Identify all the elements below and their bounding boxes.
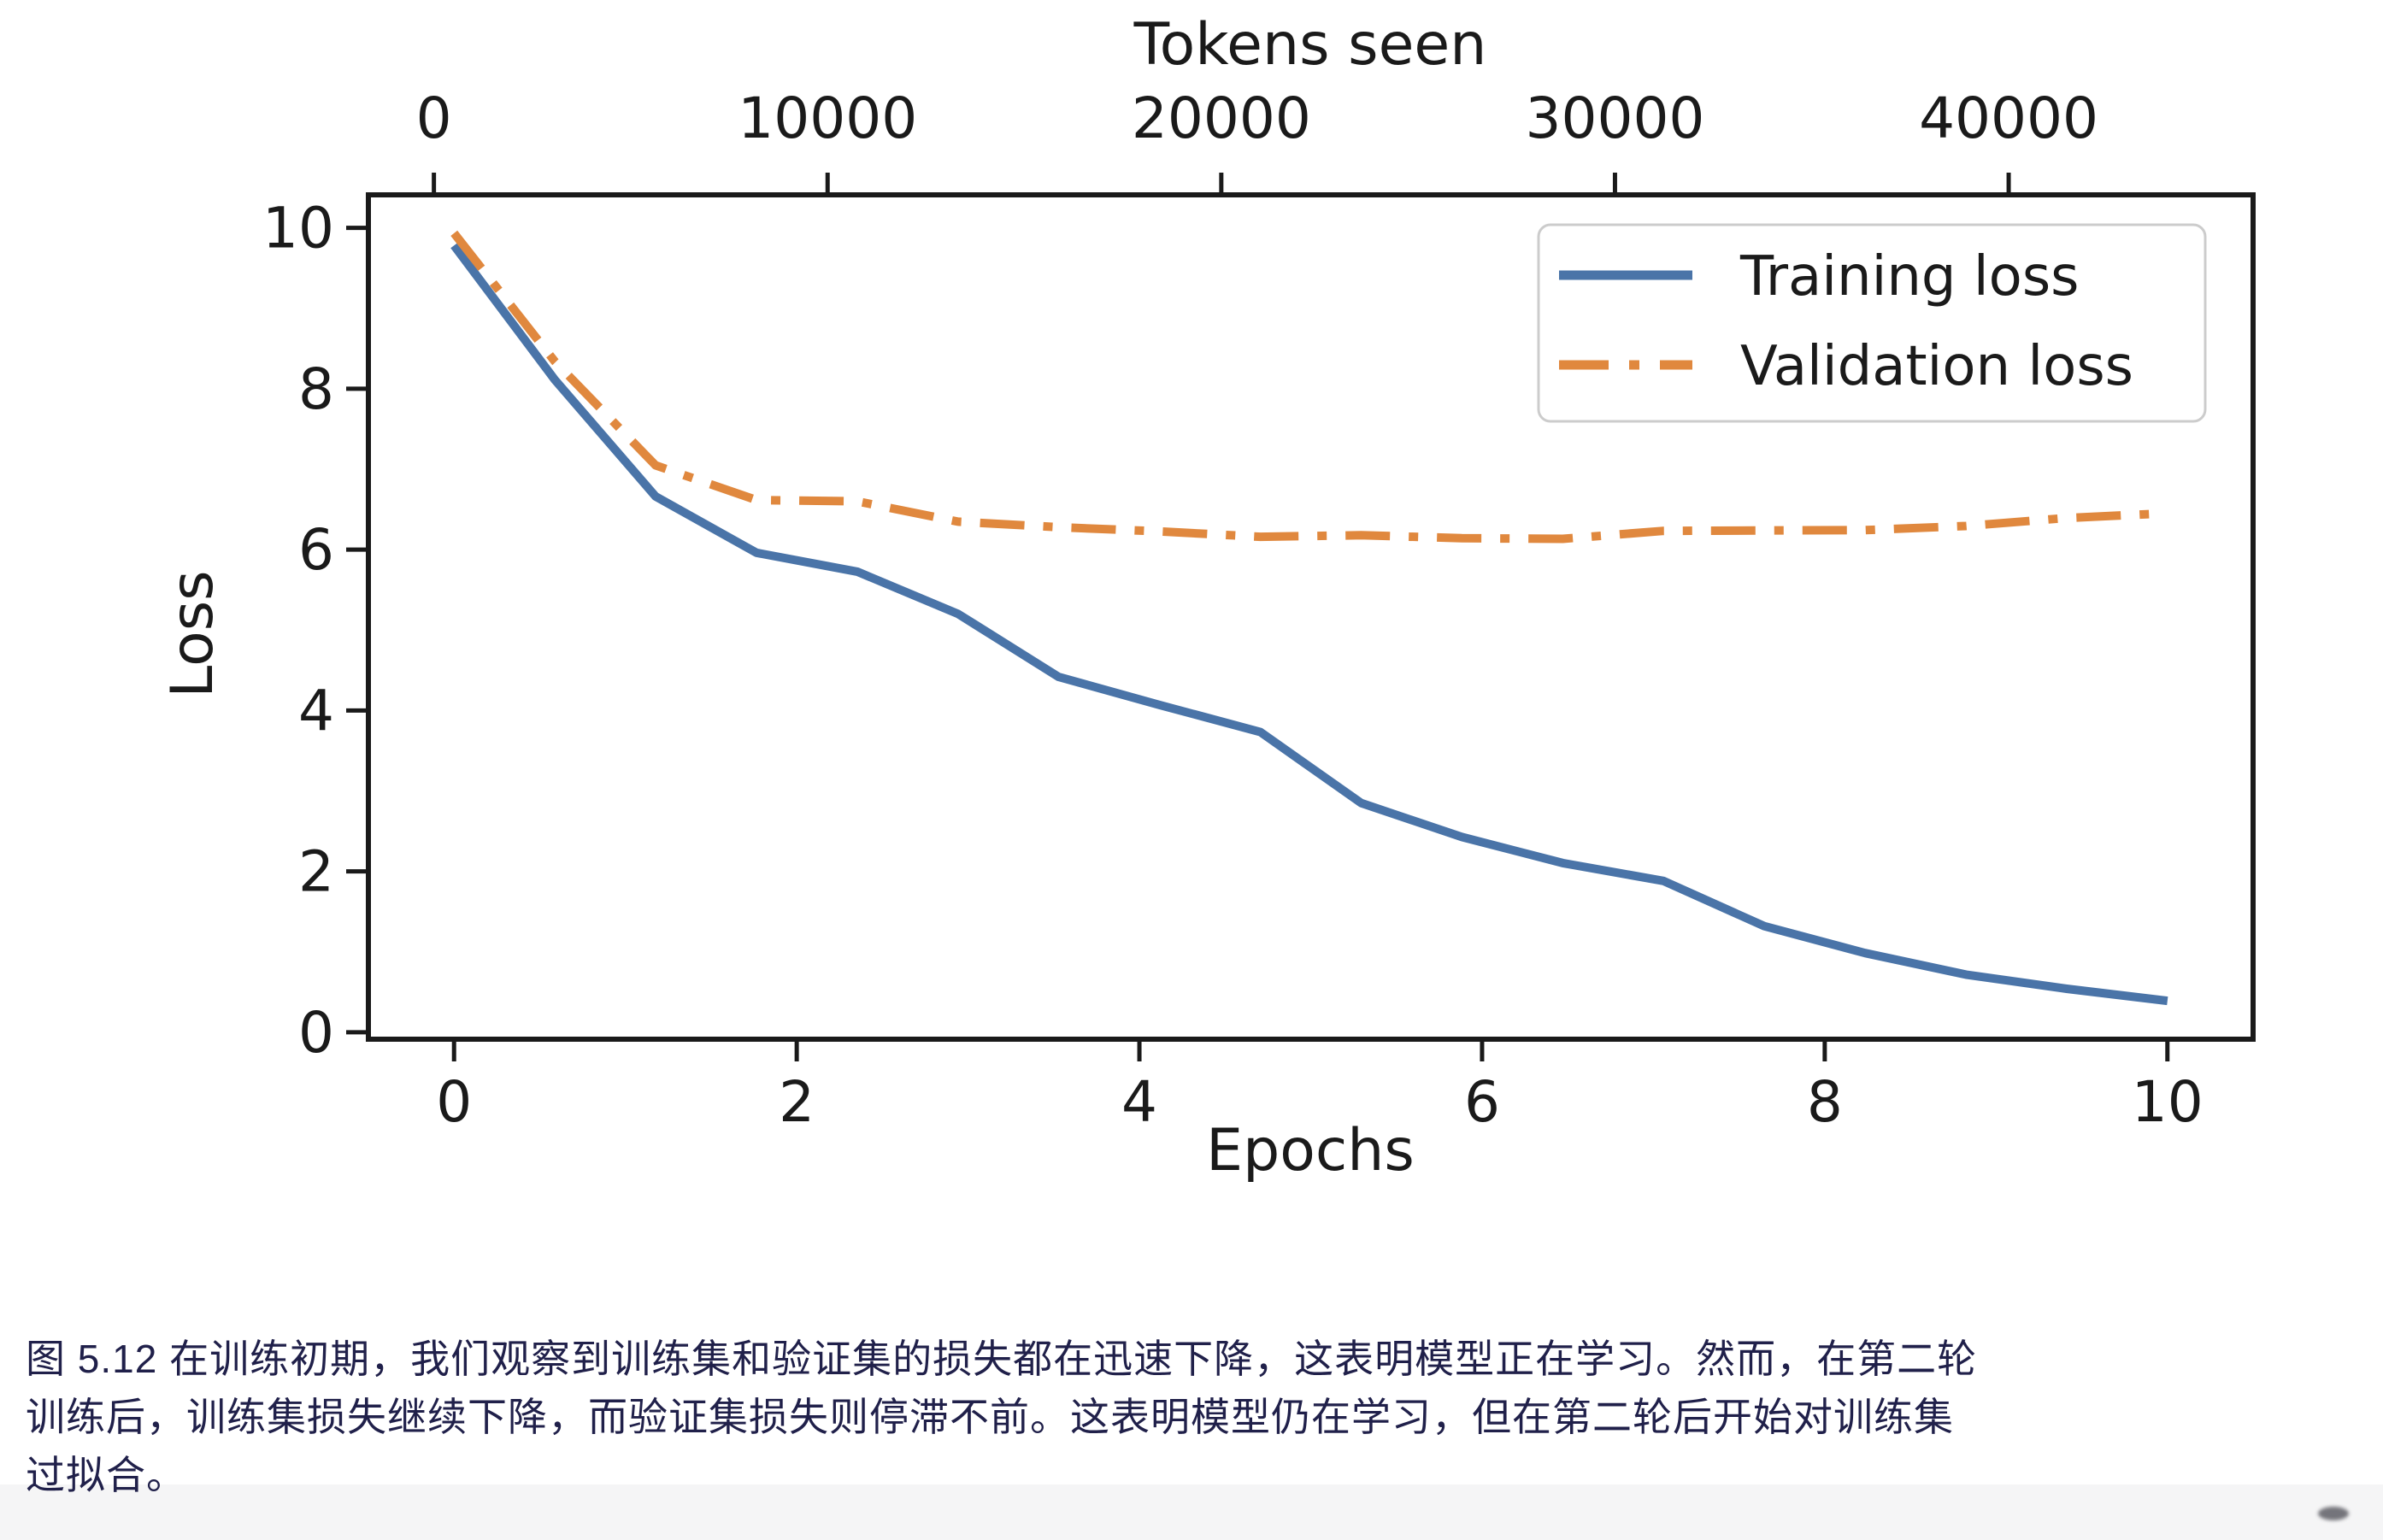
caption-line: 训练后，训练集损失继续下降，而验证集损失则停滞不前。这表明模型仍在学习，但在第二… xyxy=(26,1395,1954,1439)
legend-label-training: Training loss xyxy=(1739,245,2080,309)
legend: Training loss Validation loss xyxy=(1537,223,2207,423)
caption-line: 图 5.12 在训练初期，我们观察到训练集和验证集的损失都在迅速下降，这表明模型… xyxy=(26,1337,1978,1381)
x-tick-label: 4 xyxy=(1121,1069,1157,1135)
axis-ticks xyxy=(346,173,2170,1061)
y-tick-label: 2 xyxy=(298,839,334,905)
y-tick-label: 8 xyxy=(298,356,334,422)
legend-box xyxy=(1537,223,2207,423)
loss-chart: 0 2 4 6 8 10 0 10000 20000 30000 40000 0 2 4 6 8 10 Toke… xyxy=(159,11,2256,1184)
y-tick-label: 6 xyxy=(298,517,334,583)
x-tick-label: 6 xyxy=(1464,1069,1500,1135)
page-bottom-strip xyxy=(0,1484,2383,1540)
top-tick-label: 20000 xyxy=(1132,85,1311,151)
series-line-training xyxy=(450,243,2168,1006)
top-tick-label: 40000 xyxy=(1919,85,2098,151)
loss-figure: 0 2 4 6 8 10 0 10000 20000 30000 40000 0 2 4 6 8 10 Toke… xyxy=(159,11,2256,1184)
y-tick-label: 10 xyxy=(262,196,334,262)
plot-area-frame xyxy=(366,192,2256,1042)
top-tick-label: 10000 xyxy=(738,85,917,151)
x-tick-label: 2 xyxy=(779,1069,815,1135)
series-lines xyxy=(450,230,2168,1006)
caption-line: 过拟合。 xyxy=(26,1453,186,1497)
figure-caption: 图 5.12 在训练初期，我们观察到训练集和验证集的损失都在迅速下降，这表明模型… xyxy=(26,1330,2368,1504)
axis-tick-labels: 0 2 4 6 8 10 0 10000 20000 30000 40000 0 2 4 6 8 10 xyxy=(262,85,2204,1135)
x-tick-label: 0 xyxy=(436,1069,472,1135)
y-tick-label: 4 xyxy=(298,678,334,744)
x-tick-label: 8 xyxy=(1807,1069,1843,1135)
y-tick-label: 0 xyxy=(298,1000,334,1066)
screen-artifact-mark xyxy=(2318,1507,2349,1520)
top-axis-title: Tokens seen xyxy=(1133,11,1487,79)
x-axis-title: Epochs xyxy=(1206,1117,1415,1184)
top-tick-label: 30000 xyxy=(1525,85,1704,151)
y-axis-title: Loss xyxy=(159,570,227,697)
top-tick-label: 0 xyxy=(416,85,452,151)
series-line-validation xyxy=(450,230,2168,544)
legend-label-validation: Validation loss xyxy=(1740,335,2133,398)
legend-line-samples xyxy=(1559,270,1692,370)
x-tick-label: 10 xyxy=(2132,1069,2204,1135)
